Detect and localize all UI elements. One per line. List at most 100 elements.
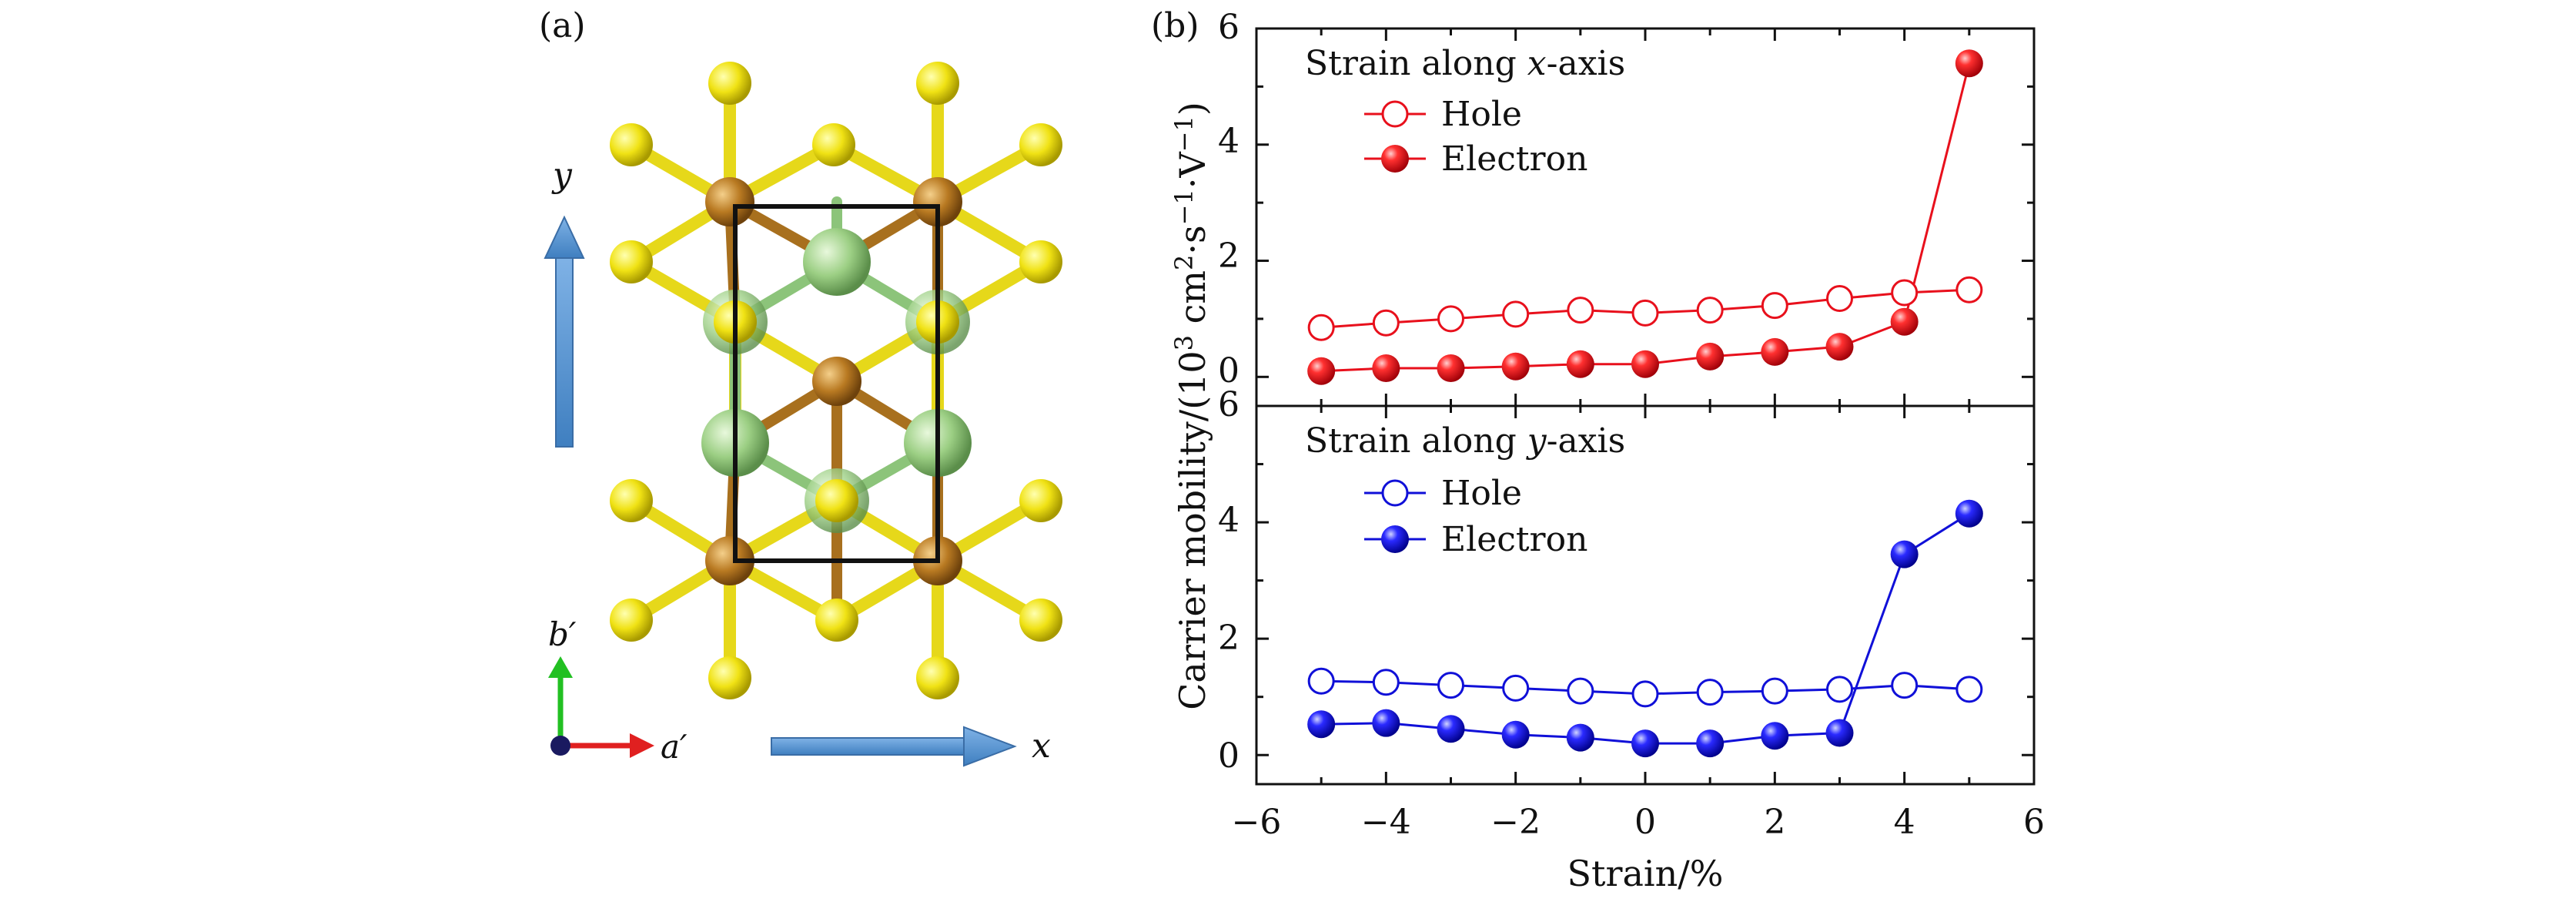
bottom-electron-point: [1825, 719, 1854, 747]
top-hole-point: [1372, 309, 1400, 337]
atom-green: [803, 228, 871, 296]
atom-yellow: [1019, 240, 1062, 283]
legend-electron-marker: [1381, 145, 1409, 173]
bottom-hole-point: [1891, 672, 1919, 699]
legend-hole-label: Hole: [1441, 95, 1522, 134]
top-hole-point: [1307, 314, 1335, 341]
top-electron-point: [1631, 350, 1659, 378]
top-hole-point: [1567, 297, 1594, 324]
bottom-electron-point: [1566, 723, 1594, 752]
y-axis-label: Carrier mobility/(103 cm2·s−1·V−1): [1169, 102, 1213, 710]
atom-brown: [812, 357, 861, 406]
top-electron-point: [1372, 354, 1400, 382]
bottom-panel-title: Strain along y-axis: [1305, 421, 1625, 461]
top-hole-point: [1437, 305, 1464, 333]
top-electron-point: [1955, 49, 1983, 78]
atom-yellow: [708, 62, 751, 105]
unit-cell-outline: [733, 204, 940, 563]
bottom-hole-point: [1437, 672, 1464, 699]
atom-brown: [705, 177, 754, 226]
bottom-hole-point: [1631, 680, 1659, 708]
top-series-group: [1307, 49, 1983, 385]
atom-yellow: [708, 656, 751, 699]
top-ytick-label: 6: [1218, 8, 1239, 47]
atom-yellow: [1019, 479, 1062, 522]
bottom-series-group: [1307, 499, 1983, 758]
bottom-hole-point: [1502, 674, 1530, 702]
atom-yellow: [916, 62, 959, 105]
legend-hole-marker: [1381, 100, 1409, 128]
top-hole-point: [1955, 276, 1983, 303]
bottom-electron-point: [1890, 540, 1919, 568]
top-ytick-label: 0: [1218, 351, 1239, 391]
top-hole-point: [1631, 299, 1659, 327]
y-arrow-label: y: [551, 156, 573, 195]
top-panel-title: Strain along x-axis: [1305, 44, 1625, 83]
top-electron-point: [1566, 350, 1594, 378]
bottom-electron-point: [1372, 709, 1400, 737]
top-plot-frame: [1255, 27, 2036, 407]
x-arrow-label: x: [1032, 726, 1051, 766]
x-direction-arrow: [771, 726, 1017, 767]
crystal-structure-panel: (a): [539, 6, 1062, 767]
bottom-hole-point: [1696, 679, 1724, 706]
bottom-hole-point: [1826, 676, 1853, 703]
b-prime-label: b′: [548, 615, 577, 653]
x-tick-labels: −6 −4 −2 0 2 4 6: [1232, 803, 2045, 842]
y-direction-arrow: [544, 215, 585, 448]
a-prime-label: a′: [661, 728, 687, 766]
bottom-electron-point: [1437, 715, 1465, 743]
bottom-ytick-label: 6: [1218, 385, 1239, 424]
legend-electron-label: Electron: [1441, 139, 1587, 179]
bottom-legend: Hole Electron: [1364, 474, 1587, 559]
top-hole-point: [1761, 292, 1788, 320]
legend-electron-label: Electron: [1441, 520, 1587, 559]
top-electron-point: [1437, 354, 1465, 382]
x-tick-label: 2: [1764, 803, 1785, 842]
legend-hole-marker: [1381, 479, 1409, 507]
top-electron-point: [1307, 357, 1336, 385]
lattice-axes: [548, 656, 654, 758]
top-hole-point: [1891, 279, 1919, 307]
atom-yellow: [916, 656, 959, 699]
bottom-electron-point: [1501, 720, 1530, 749]
atom-yellow: [610, 240, 653, 283]
atom-yellow: [610, 123, 653, 166]
legend-electron-marker: [1381, 525, 1409, 553]
top-hole-point: [1502, 300, 1530, 328]
x-tick-label: −4: [1361, 803, 1411, 842]
bottom-electron-line: [1321, 512, 1970, 745]
top-hole-point: [1826, 285, 1853, 313]
atom-brown: [913, 177, 962, 226]
top-ytick-label: 2: [1218, 236, 1239, 276]
x-tick-label: −6: [1232, 803, 1282, 842]
bottom-ytick-label: 4: [1218, 501, 1239, 540]
bottom-ytick-label: 2: [1218, 619, 1239, 658]
atom-yellow: [815, 599, 858, 642]
atom-yellow: [610, 479, 653, 522]
bottom-hole-point: [1761, 677, 1788, 705]
panel-b-label: (b): [1151, 6, 1199, 45]
bottom-electron-point: [1761, 722, 1789, 750]
atom-yellow: [610, 599, 653, 642]
top-legend: Hole Electron: [1364, 95, 1587, 179]
top-electron-point: [1501, 352, 1530, 381]
bottom-electron-point: [1307, 710, 1336, 739]
x-tick-label: 6: [2023, 803, 2045, 842]
bottom-electron-point: [1696, 729, 1725, 758]
legend-hole-label: Hole: [1441, 474, 1522, 513]
panel-a-label: (a): [539, 6, 586, 45]
atoms: [610, 62, 1062, 699]
x-axis-label: Strain/%: [1567, 853, 1724, 894]
top-electron-point: [1761, 337, 1789, 366]
x-tick-label: −2: [1490, 803, 1541, 842]
x-tick-label: 4: [1894, 803, 1915, 842]
top-electron-point: [1890, 307, 1919, 336]
axis-ticks: [1255, 29, 2036, 784]
atom-yellow: [812, 123, 855, 166]
atom-yellow: [1019, 123, 1062, 166]
top-electron-point: [1825, 333, 1854, 361]
bottom-ytick-label: 0: [1218, 736, 1239, 776]
bottom-hole-point: [1567, 677, 1594, 705]
atom-yellow: [1019, 599, 1062, 642]
